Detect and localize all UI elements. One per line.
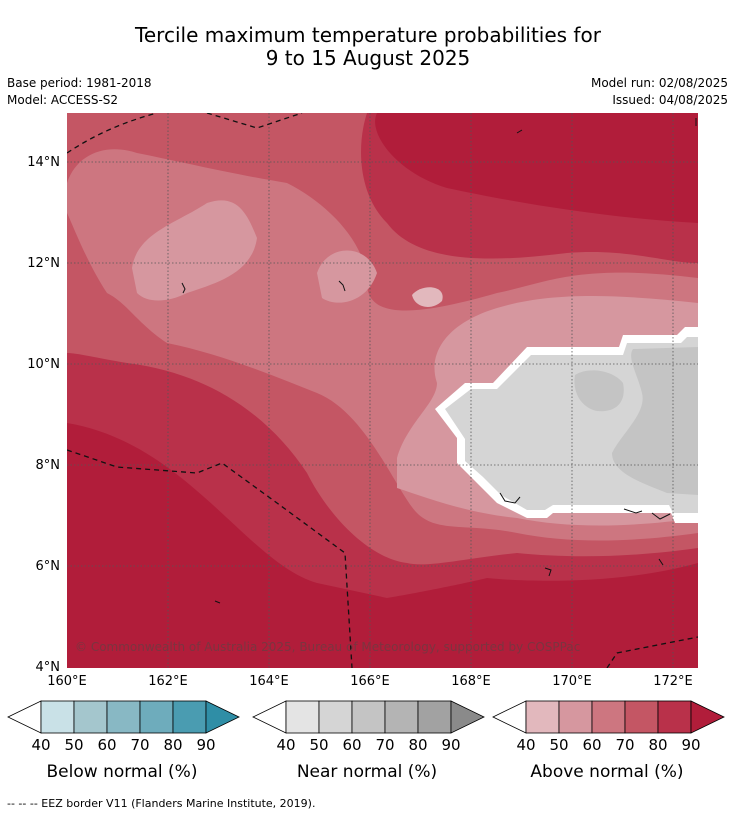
below-normal-over-arrow (205, 700, 240, 734)
below-normal-colorbar (7, 700, 240, 734)
above-normal-segment (657, 700, 692, 734)
above-normal-tick: 90 (681, 736, 701, 754)
islands (181, 118, 697, 604)
y-tick: 10°N (27, 357, 60, 372)
above-normal-tick: 40 (516, 736, 536, 754)
eez-borders (67, 113, 698, 668)
below-normal-tick: 80 (163, 736, 183, 754)
near-normal-60-patch-b (612, 347, 698, 495)
probability-map: © Commonwealth of Australia 2025, Bureau… (67, 113, 698, 668)
near-normal-tick: 40 (276, 736, 296, 754)
above-normal-colorbar (492, 700, 725, 734)
copyright-notice: © Commonwealth of Australia 2025, Bureau… (75, 640, 581, 654)
above-normal-tick: 50 (549, 736, 569, 754)
below-normal-segment (73, 700, 108, 734)
near-normal-segment (351, 700, 386, 734)
above-normal-label: Above normal (%) (530, 762, 684, 782)
near-normal-segment (318, 700, 353, 734)
above-normal-segment (624, 700, 659, 734)
above-normal-under-arrow (492, 700, 527, 734)
above-normal-tick: 60 (582, 736, 602, 754)
x-tick: 170°E (552, 674, 592, 689)
above-normal-segment (525, 700, 560, 734)
near-normal-tick: 80 (408, 736, 428, 754)
below-normal-segment (106, 700, 141, 734)
y-tick: 14°N (27, 155, 60, 170)
x-tick: 162°E (148, 674, 188, 689)
near-normal-segment (417, 700, 452, 734)
y-tick: 12°N (27, 256, 60, 271)
below-normal-tick: 90 (196, 736, 216, 754)
above-normal-over-arrow (690, 700, 725, 734)
below-normal-segment (172, 700, 207, 734)
y-tick: 8°N (35, 458, 61, 473)
below-normal-tick: 50 (64, 736, 84, 754)
above-normal-segment (558, 700, 593, 734)
model-name: Model: ACCESS-S2 (7, 93, 119, 107)
near-normal-tick: 70 (375, 736, 395, 754)
map-title-line2: 9 to 15 August 2025 (265, 46, 471, 70)
x-tick: 168°E (451, 674, 491, 689)
above-normal-tick: 70 (615, 736, 635, 754)
near-normal-under-arrow (252, 700, 287, 734)
below-normal-segment (139, 700, 174, 734)
near-normal-tick: 90 (441, 736, 461, 754)
eez-footnote: -- -- -- EEZ border V11 (Flanders Marine… (7, 797, 316, 810)
near-normal-tick: 50 (309, 736, 329, 754)
below-normal-under-arrow (7, 700, 42, 734)
above-40-patch (412, 287, 443, 307)
near-normal-tick: 60 (342, 736, 362, 754)
issued-date: Issued: 04/08/2025 (612, 93, 728, 107)
below-normal-label: Below normal (%) (46, 762, 198, 782)
above-normal-tick: 80 (648, 736, 668, 754)
near-normal-label: Near normal (%) (296, 762, 438, 782)
y-tick: 6°N (35, 559, 61, 574)
below-normal-tick: 70 (130, 736, 150, 754)
x-tick: 164°E (249, 674, 289, 689)
above-50-region-west (132, 200, 257, 301)
below-normal-tick: 40 (31, 736, 51, 754)
above-normal-segment (591, 700, 626, 734)
y-tick: 4°N (35, 660, 61, 675)
gridlines (67, 113, 698, 668)
base-period: Base period: 1981-2018 (7, 76, 152, 90)
map-canvas (67, 113, 698, 668)
near-normal-colorbar (252, 700, 485, 734)
near-normal-segment (285, 700, 320, 734)
model-run: Model run: 02/08/2025 (590, 76, 728, 90)
near-normal-over-arrow (450, 700, 485, 734)
x-tick: 172°E (653, 674, 693, 689)
map-title-line1: Tercile maximum temperature probabilitie… (135, 23, 601, 47)
below-normal-segment (40, 700, 75, 734)
near-normal-segment (384, 700, 419, 734)
x-tick: 166°E (350, 674, 390, 689)
near-normal-60-patch-a (574, 370, 624, 412)
x-tick: 160°E (47, 674, 87, 689)
above-50-region-mid (317, 250, 377, 303)
below-normal-tick: 60 (97, 736, 117, 754)
